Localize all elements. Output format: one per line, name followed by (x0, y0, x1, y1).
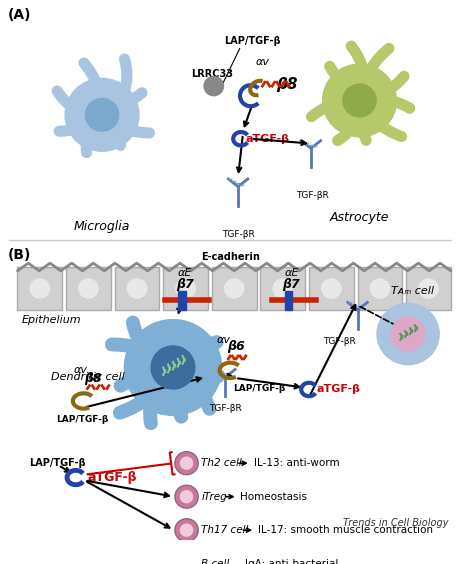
Text: IL-13: anti-worm: IL-13: anti-worm (254, 458, 339, 468)
Circle shape (343, 84, 376, 117)
Circle shape (79, 279, 98, 298)
Circle shape (180, 456, 193, 470)
Text: TGF-βR: TGF-βR (222, 230, 255, 239)
FancyBboxPatch shape (260, 267, 305, 310)
Text: Microglia: Microglia (74, 220, 130, 233)
Circle shape (273, 279, 292, 298)
Circle shape (175, 552, 198, 564)
Circle shape (419, 279, 438, 298)
Circle shape (180, 523, 193, 537)
Text: Tᴀₘ cell: Tᴀₘ cell (392, 286, 435, 296)
FancyBboxPatch shape (18, 267, 62, 310)
Circle shape (124, 320, 221, 415)
FancyBboxPatch shape (406, 267, 451, 310)
Text: aTGF-β: aTGF-β (246, 134, 290, 144)
Text: LRRC33: LRRC33 (191, 69, 233, 79)
Text: TGF-βR: TGF-βR (324, 337, 356, 346)
Text: TGF-βR: TGF-βR (297, 191, 329, 200)
Text: αv: αv (217, 336, 230, 346)
Text: IL-17: smooth muscle contraction: IL-17: smooth muscle contraction (258, 525, 433, 535)
Text: LAP/TGF-β: LAP/TGF-β (233, 384, 285, 393)
Text: β7: β7 (283, 278, 301, 291)
Text: LAP/TGF-β: LAP/TGF-β (56, 415, 109, 424)
Circle shape (176, 279, 195, 298)
Circle shape (85, 99, 118, 131)
Text: IgA: anti-bacterial: IgA: anti-bacterial (245, 559, 338, 564)
Text: iTreg: iTreg (201, 492, 227, 502)
FancyBboxPatch shape (163, 267, 208, 310)
Circle shape (175, 452, 198, 475)
Text: Dendritic cell: Dendritic cell (51, 372, 124, 382)
Text: (B): (B) (8, 248, 31, 262)
Text: αv: αv (73, 365, 88, 375)
Circle shape (128, 279, 147, 298)
FancyBboxPatch shape (66, 267, 111, 310)
FancyBboxPatch shape (212, 267, 256, 310)
Circle shape (370, 279, 390, 298)
Circle shape (65, 78, 139, 151)
Circle shape (151, 346, 195, 389)
Circle shape (377, 303, 439, 364)
Text: Astrocyte: Astrocyte (330, 210, 389, 223)
Circle shape (322, 279, 341, 298)
Text: (A): (A) (8, 8, 31, 21)
Circle shape (180, 490, 193, 504)
Text: αv: αv (255, 58, 269, 68)
Text: TGF-βR: TGF-βR (209, 404, 242, 413)
Text: LAP/TGF-β: LAP/TGF-β (224, 36, 281, 46)
Circle shape (30, 279, 50, 298)
Text: β6: β6 (227, 340, 245, 353)
Text: aTGF-β: aTGF-β (317, 385, 361, 394)
Circle shape (204, 77, 224, 96)
Text: αE: αE (284, 268, 299, 279)
Text: B cell: B cell (201, 559, 229, 564)
Text: αE: αE (177, 268, 192, 279)
Text: Th2 cell: Th2 cell (201, 458, 242, 468)
FancyBboxPatch shape (309, 267, 354, 310)
FancyBboxPatch shape (357, 267, 402, 310)
Circle shape (180, 557, 193, 564)
Circle shape (175, 485, 198, 508)
Circle shape (323, 64, 396, 137)
Circle shape (225, 279, 244, 298)
FancyBboxPatch shape (285, 291, 292, 310)
FancyBboxPatch shape (115, 267, 159, 310)
Text: β8: β8 (84, 372, 102, 385)
Text: Epithelium: Epithelium (21, 315, 81, 325)
Text: Th17 cell: Th17 cell (201, 525, 248, 535)
Circle shape (391, 317, 425, 351)
Text: β8: β8 (276, 77, 297, 91)
Text: Trends in Cell Biology: Trends in Cell Biology (344, 518, 449, 528)
Text: β7: β7 (176, 278, 193, 291)
Text: aTGF-β: aTGF-β (88, 471, 137, 484)
Text: Homeostasis: Homeostasis (240, 492, 308, 502)
FancyBboxPatch shape (178, 291, 186, 310)
Circle shape (175, 519, 198, 541)
Text: E-cadherin: E-cadherin (201, 252, 260, 262)
Text: LAP/TGF-β: LAP/TGF-β (29, 459, 86, 468)
